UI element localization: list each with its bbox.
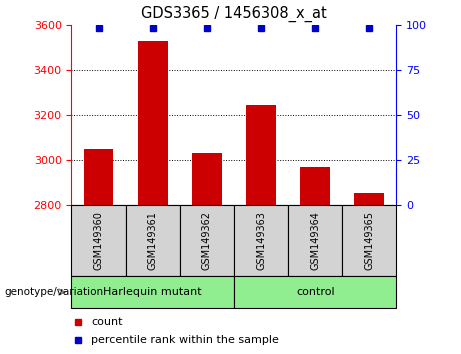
Bar <box>192 153 222 205</box>
Text: control: control <box>296 287 335 297</box>
Bar <box>138 41 168 205</box>
Bar <box>180 205 234 276</box>
Bar <box>125 205 180 276</box>
Text: GSM149363: GSM149363 <box>256 211 266 270</box>
Text: Harlequin mutant: Harlequin mutant <box>103 287 202 297</box>
Bar <box>234 205 288 276</box>
Bar <box>71 276 234 308</box>
Bar <box>342 205 396 276</box>
Bar <box>355 193 384 205</box>
Text: GSM149364: GSM149364 <box>310 211 320 270</box>
Bar <box>83 149 113 205</box>
Bar <box>288 205 342 276</box>
Text: genotype/variation: genotype/variation <box>5 287 104 297</box>
Bar <box>234 276 396 308</box>
Text: GSM149361: GSM149361 <box>148 211 158 270</box>
Bar <box>71 205 125 276</box>
Text: GSM149362: GSM149362 <box>202 211 212 270</box>
Text: percentile rank within the sample: percentile rank within the sample <box>91 335 279 344</box>
Text: count: count <box>91 318 123 327</box>
Text: GSM149365: GSM149365 <box>364 211 374 270</box>
Text: GSM149360: GSM149360 <box>94 211 104 270</box>
Bar <box>300 167 330 205</box>
Bar <box>246 105 276 205</box>
Title: GDS3365 / 1456308_x_at: GDS3365 / 1456308_x_at <box>141 6 327 22</box>
